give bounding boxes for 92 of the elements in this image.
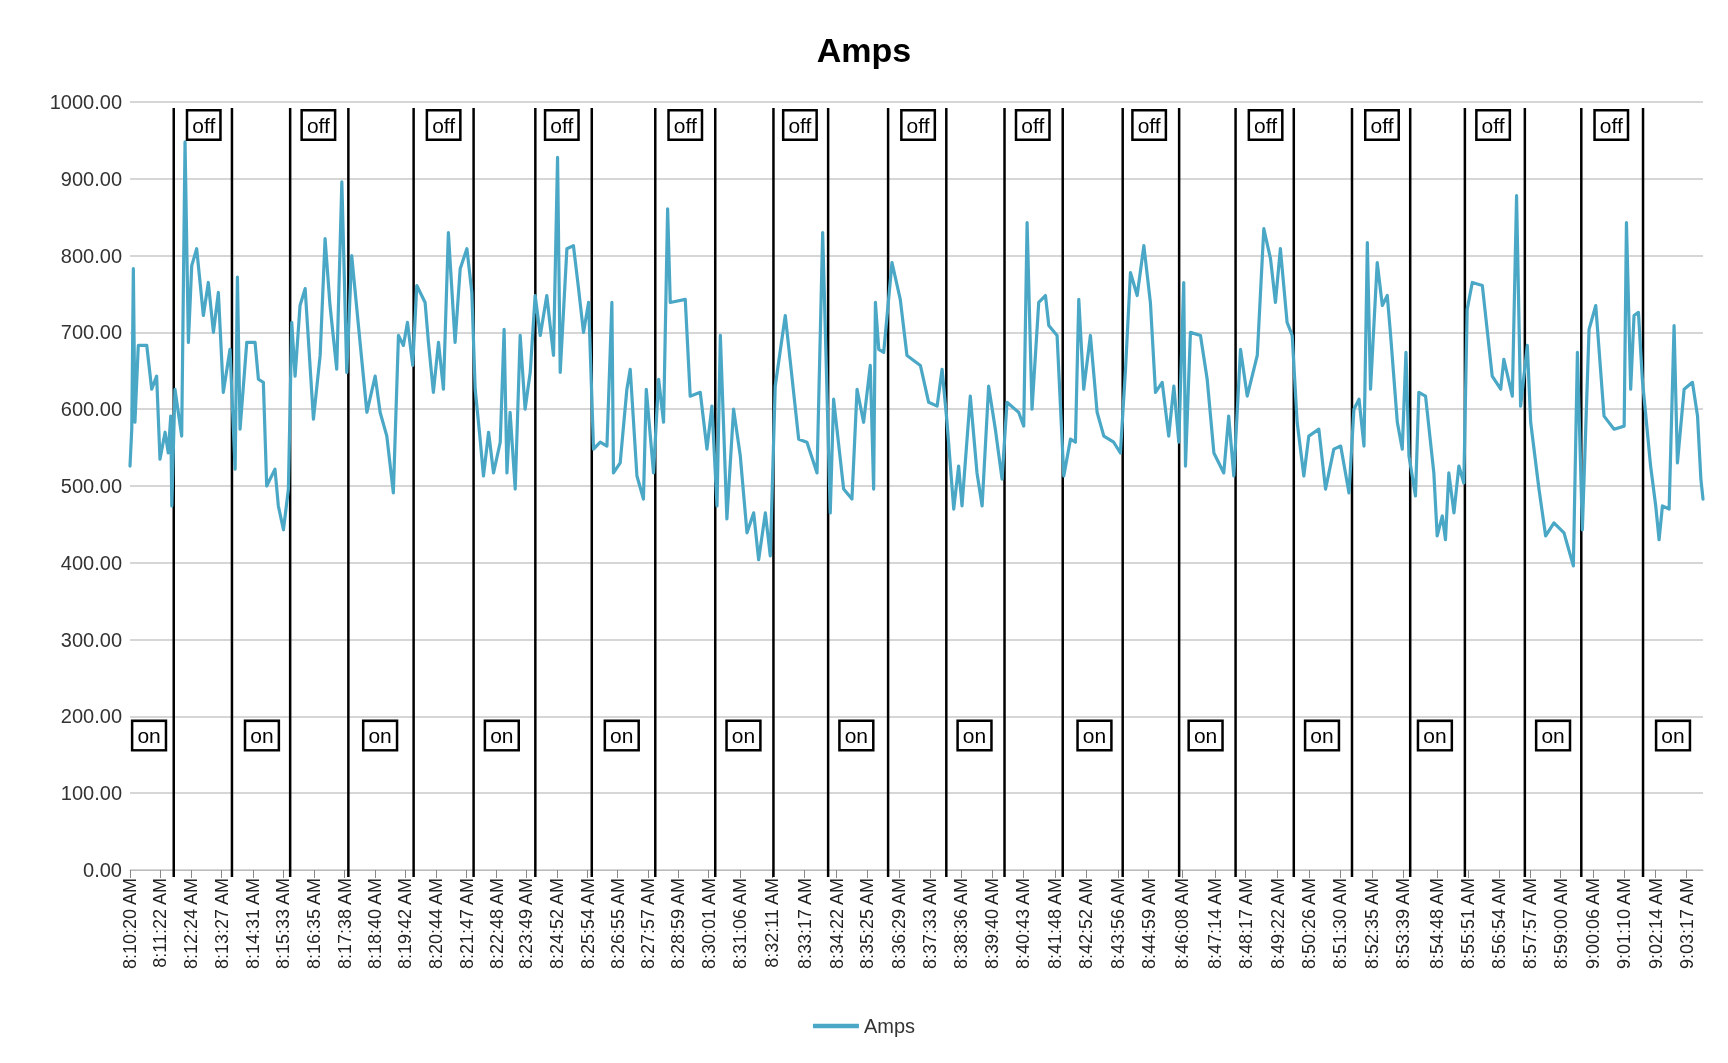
x-tick-label: 8:41:48 AM [1045, 878, 1066, 970]
x-tick-label: 8:13:27 AM [211, 878, 232, 970]
x-tick-label: 8:22:48 AM [486, 878, 507, 970]
x-tick-label: 8:54:48 AM [1427, 878, 1448, 970]
x-tick-label: 8:35:25 AM [857, 878, 878, 970]
x-tick-label: 8:46:08 AM [1172, 878, 1193, 970]
annotation: off [1599, 113, 1623, 137]
x-tick-label: 8:30:01 AM [698, 878, 719, 970]
y-tick-label: 1000.00 [49, 91, 122, 113]
annotation: on [1541, 724, 1565, 748]
x-tick-label: 8:28:59 AM [668, 878, 689, 970]
annotation: off [1254, 113, 1278, 137]
annotation: on [250, 724, 274, 748]
x-tick-label: 8:49:22 AM [1267, 878, 1288, 970]
y-tick-label: 900.00 [60, 167, 122, 190]
x-tick-label: 8:19:42 AM [395, 878, 416, 970]
annotation: off [1137, 113, 1161, 137]
x-tick-label: 8:57:57 AM [1519, 878, 1540, 970]
annotation: off [306, 113, 331, 137]
x-tick-label: 8:55:51 AM [1458, 878, 1479, 970]
x-tick-label: 8:17:38 AM [334, 878, 355, 970]
annotation: on [1661, 724, 1685, 748]
x-tick-label: 8:38:36 AM [950, 878, 971, 970]
x-tick-label: 8:18:40 AM [365, 878, 385, 970]
x-tick-label: 8:21:47 AM [456, 878, 477, 970]
x-tick-label: 8:42:52 AM [1076, 878, 1097, 970]
x-tick-label: 8:20:44 AM [425, 878, 446, 970]
x-tick-label: 8:47:14 AM [1204, 878, 1225, 970]
x-tick-label: 8:15:33 AM [273, 878, 294, 970]
x-tick-label: 9:02:14 AM [1645, 878, 1666, 970]
annotation: off [1021, 113, 1045, 137]
x-tick-label: 8:33:17 AM [794, 878, 815, 970]
annotation: off [906, 113, 930, 137]
x-tick-label: 8:53:39 AM [1393, 878, 1414, 970]
x-tick-label: 8:25:54 AM [577, 878, 598, 970]
x-tick-label: 8:23:49 AM [516, 878, 537, 970]
x-tick-label: 8:10:20 AM [120, 878, 140, 970]
x-tick-label: 8:36:29 AM [888, 878, 909, 970]
x-tick-label: 8:11:22 AM [150, 878, 171, 968]
y-tick-label: 700.00 [60, 321, 122, 344]
y-tick-label: 400.00 [60, 551, 122, 574]
annotation: on [844, 724, 869, 748]
annotation: off [788, 113, 812, 137]
x-tick-label: 9:03:17 AM [1676, 878, 1697, 970]
annotation: on [1310, 724, 1334, 748]
x-tick-label: 8:59:00 AM [1550, 878, 1571, 970]
line-series [128, 140, 1705, 568]
annotation: on [1193, 724, 1218, 748]
x-tick-label: 8:16:35 AM [303, 878, 324, 970]
x-tick-label: 8:26:55 AM [607, 878, 628, 970]
x-tick-label: 8:12:24 AM [180, 878, 201, 970]
y-tick-label: 0.00 [83, 859, 122, 881]
x-tick-label: 8:40:43 AM [1013, 878, 1034, 970]
x-tick-label: 8:32:11 AM [762, 878, 783, 968]
y-tick-label: 600.00 [60, 398, 122, 421]
x-tick-label: 8:24:52 AM [547, 878, 568, 970]
annotation: on [368, 724, 392, 748]
annotation: off [1370, 113, 1394, 137]
x-tick-label: 9:01:10 AM [1614, 878, 1635, 970]
x-tick-label: 8:56:54 AM [1488, 878, 1509, 970]
annotation: on [1423, 724, 1447, 748]
x-tick-label: 8:50:26 AM [1298, 878, 1319, 970]
x-tick-label: 8:52:35 AM [1362, 878, 1383, 970]
annotation: on [610, 724, 634, 748]
x-tick-label: 8:51:30 AM [1330, 878, 1351, 970]
x-tick-label: 8:37:33 AM [920, 878, 941, 970]
y-tick-label: 300.00 [60, 628, 122, 651]
chart-title: Amps [816, 31, 912, 69]
annotation: off [673, 113, 697, 137]
x-tick-label: 8:39:40 AM [982, 878, 1003, 970]
y-tick-label: 500.00 [60, 475, 122, 497]
y-tick-label: 800.00 [60, 244, 122, 267]
annotation: off [550, 113, 574, 137]
x-tick-label: 9:00:06 AM [1583, 878, 1604, 970]
legend-label: Amps [863, 1015, 916, 1037]
x-tick-label: 8:34:22 AM [826, 878, 847, 970]
annotation: on [490, 724, 514, 748]
annotation: off [432, 113, 456, 137]
x-tick-label: 8:44:59 AM [1138, 878, 1159, 970]
y-tick-label: 100.00 [60, 782, 122, 805]
y-tick-label: 200.00 [60, 705, 122, 728]
annotation: on [137, 724, 161, 748]
annotation: on [962, 724, 987, 748]
x-tick-label: 8:43:56 AM [1107, 878, 1128, 970]
annotation: off [1481, 113, 1505, 137]
x-tick-label: 8:31:06 AM [730, 878, 751, 970]
annotation: on [1082, 724, 1107, 748]
x-tick-label: 8:48:17 AM [1235, 878, 1256, 970]
annotation: on [731, 724, 756, 748]
annotation: off [192, 113, 216, 137]
x-tick-label: 8:14:31 AM [242, 878, 263, 970]
x-tick-label: 8:27:57 AM [637, 878, 658, 970]
